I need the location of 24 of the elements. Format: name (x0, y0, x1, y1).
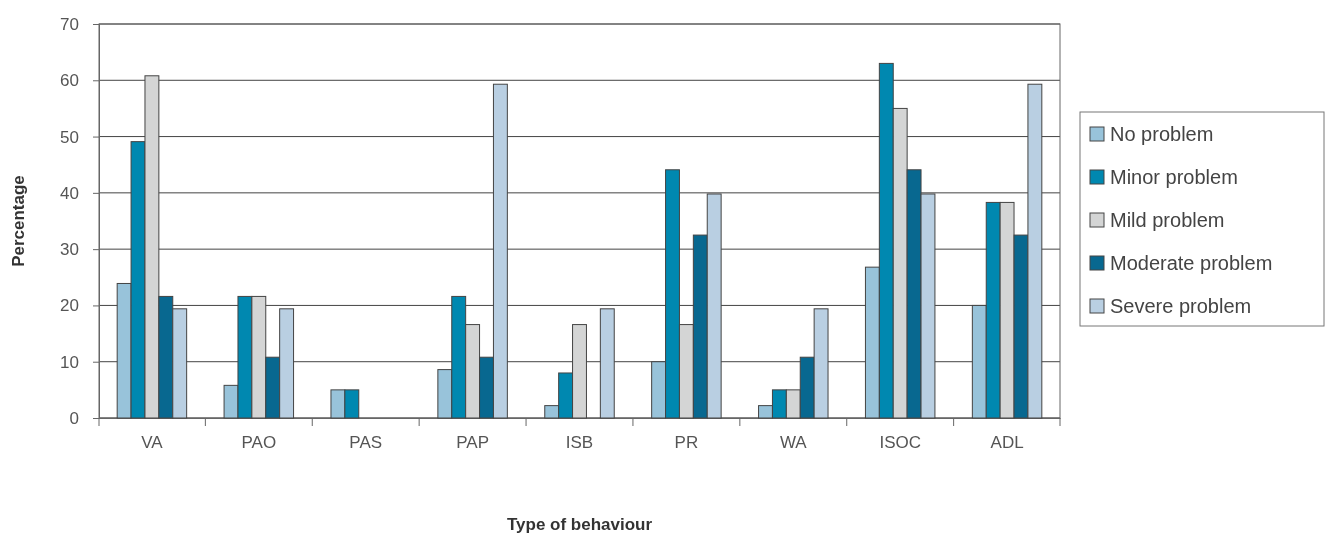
x-tick-label: PAO (241, 433, 277, 453)
x-tick-label: ADL (990, 433, 1024, 453)
legend-label: Mild problem (1110, 209, 1225, 231)
x-tick-label: PAP (456, 433, 489, 453)
x-tick-label: ISB (565, 433, 594, 453)
x-tick-label: WA (779, 433, 808, 453)
y-tick-label: 20 (60, 296, 79, 316)
x-tick-label: ISOC (879, 433, 921, 453)
legend-label: Severe problem (1110, 295, 1252, 317)
y-tick-label: 60 (60, 71, 79, 91)
x-tick-label: PAS (349, 433, 383, 453)
y-tick-label: 10 (60, 352, 79, 372)
x-tick-label: PR (674, 433, 699, 453)
y-tick-label: 70 (60, 14, 79, 34)
x-axis-title: Type of behaviour (506, 515, 653, 534)
y-tick-label: 0 (69, 408, 79, 428)
x-tick-label: VA (141, 433, 164, 453)
legend-label: No problem (1110, 123, 1214, 145)
y-tick-label: 40 (60, 183, 79, 203)
legend-label: Moderate problem (1110, 252, 1273, 274)
y-tick-label: 50 (60, 127, 79, 147)
y-axis-title: Percentage (9, 175, 28, 267)
legend-label: Minor problem (1110, 166, 1238, 188)
y-tick-label: 30 (60, 240, 79, 260)
